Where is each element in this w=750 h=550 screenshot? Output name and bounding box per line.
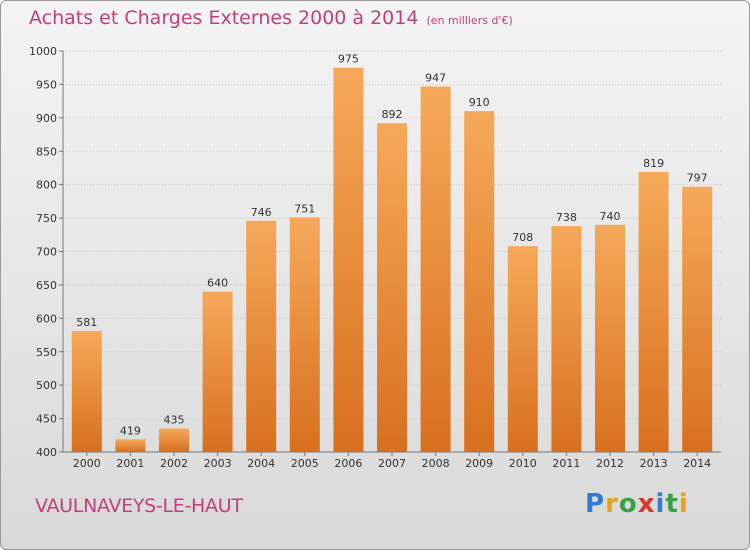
- y-tick-label: 400: [36, 446, 57, 459]
- data-label-2003: 640: [207, 277, 228, 290]
- bar-2006: [333, 67, 364, 452]
- x-tick-label-2007: 2007: [378, 457, 406, 470]
- x-tick-label-2011: 2011: [552, 457, 580, 470]
- y-tick-label: 900: [36, 112, 57, 125]
- x-tick-label-2004: 2004: [247, 457, 275, 470]
- bar-2013: [638, 171, 669, 453]
- bar-2005: [289, 217, 320, 452]
- x-axis-ticks: 2000 2001 2002 2003 2004 2005 2006 2007 2008 2009…: [73, 452, 711, 470]
- data-label-2013: 819: [643, 157, 664, 170]
- data-label-2005: 751: [294, 202, 315, 215]
- bar-2012: [595, 224, 625, 452]
- data-label-2002: 435: [164, 414, 185, 427]
- bar-2007: [377, 123, 407, 453]
- y-tick-label: 700: [36, 246, 57, 259]
- bar-2009: [464, 111, 495, 453]
- bar-2000: [71, 331, 102, 452]
- data-label-2010: 708: [512, 231, 533, 244]
- y-tick-label: 800: [36, 179, 57, 192]
- y-tick-label: 850: [36, 145, 57, 158]
- x-tick-label-2012: 2012: [596, 457, 624, 470]
- y-tick-label: 550: [36, 346, 57, 359]
- bar-2001: [115, 439, 146, 452]
- bar-2002: [159, 428, 189, 452]
- y-tick-label: 750: [36, 212, 57, 225]
- x-tick-label-2008: 2008: [422, 457, 450, 470]
- data-label-2014: 797: [687, 172, 708, 185]
- x-tick-label-2013: 2013: [640, 457, 668, 470]
- x-tick-label-2006: 2006: [334, 457, 362, 470]
- data-label-2008: 947: [425, 71, 446, 84]
- bar-2011: [551, 226, 582, 452]
- bar-2003: [202, 291, 233, 452]
- data-label-2001: 419: [120, 424, 141, 437]
- data-label-2000: 581: [76, 316, 97, 329]
- data-label-2012: 740: [600, 210, 621, 223]
- x-tick-label-2003: 2003: [204, 457, 232, 470]
- data-label-2007: 892: [382, 108, 403, 121]
- bar-2004: [246, 220, 277, 452]
- x-tick-label-2009: 2009: [465, 457, 493, 470]
- y-tick-label: 950: [36, 78, 57, 91]
- bar-2014: [682, 186, 713, 452]
- data-label-2011: 738: [556, 211, 577, 224]
- x-tick-label-2010: 2010: [509, 457, 537, 470]
- y-axis-ticks: 400 450 500 550 600 650 700 750 800 850 900 950 1000: [29, 45, 721, 459]
- data-label-2009: 910: [469, 96, 490, 109]
- location-label: VAULNAVEYS-LE-HAUT: [35, 495, 243, 517]
- x-tick-label-2001: 2001: [116, 457, 144, 470]
- y-tick-label: 500: [36, 379, 57, 392]
- chart-unit-note: (en milliers d'€): [426, 14, 513, 27]
- y-tick-label: 1000: [29, 45, 57, 58]
- x-tick-label-2005: 2005: [291, 457, 319, 470]
- x-tick-label-2002: 2002: [160, 457, 188, 470]
- data-label-2006: 975: [338, 53, 359, 66]
- y-tick-label: 650: [36, 279, 57, 292]
- proxiti-logo[interactable]: Proxiti: [585, 489, 689, 519]
- data-label-2004: 746: [251, 206, 272, 219]
- bar-2008: [420, 86, 451, 453]
- bar-2010: [507, 246, 538, 452]
- x-tick-label-2000: 2000: [73, 457, 101, 470]
- x-tick-label-2014: 2014: [683, 457, 711, 470]
- y-tick-label: 450: [36, 413, 57, 426]
- y-tick-label: 600: [36, 312, 57, 325]
- bars: 581 419 435 640 746 751 975 892 947 910 708 738 740 8…: [71, 53, 713, 453]
- chart-title: Achats et Charges Externes 2000 à 2014 (e…: [29, 7, 513, 29]
- chart-title-main: Achats et Charges Externes 2000 à 2014: [29, 7, 419, 29]
